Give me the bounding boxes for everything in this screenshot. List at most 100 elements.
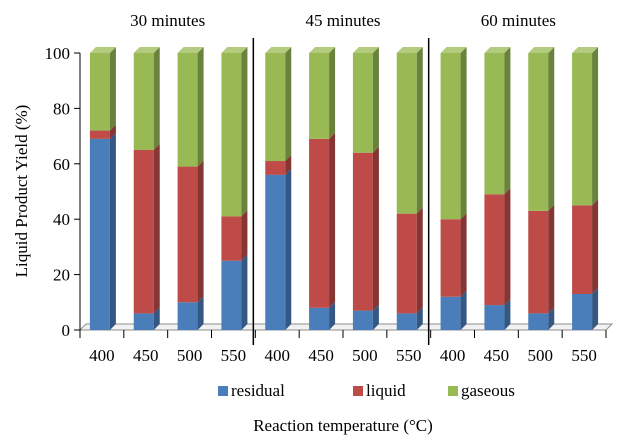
legend-swatch (353, 386, 363, 396)
group-label: 60 minutes (481, 11, 556, 30)
bar-column (528, 47, 555, 330)
bar-top (221, 47, 248, 53)
x-axis-title: Reaction temperature (°C) (253, 416, 433, 435)
bar-side (329, 47, 336, 139)
bar-segment-residual (221, 254, 248, 330)
y-tick-label: 0 (62, 321, 71, 340)
x-tick-label: 550 (571, 346, 597, 365)
bar-segment-liquid (133, 143, 160, 314)
bar-side (197, 160, 204, 303)
bars-layer (89, 47, 599, 330)
x-tick-label: 450 (308, 346, 334, 365)
bar-front (440, 296, 461, 330)
bar-front (528, 53, 549, 211)
bar-top (440, 47, 467, 53)
bar-front (396, 53, 417, 214)
bar-side (504, 47, 511, 195)
bar-segment-liquid (528, 204, 555, 314)
bar-top (133, 47, 160, 53)
bar-column (352, 47, 379, 330)
bar-segment-residual (133, 307, 160, 330)
legend-swatch (218, 386, 228, 396)
bar-side (460, 213, 467, 297)
bar-segment-liquid (484, 188, 511, 306)
y-tick-label: 60 (53, 155, 70, 174)
legend-item-residual: residual (218, 381, 285, 400)
legend: residual liquid gaseous (218, 381, 515, 400)
bar-segment-liquid (221, 210, 248, 261)
bar-segment-gaseous (352, 47, 379, 153)
bar-side (372, 146, 379, 311)
x-tick-label: 400 (89, 346, 115, 365)
bar-side (329, 301, 336, 330)
bar-segment-gaseous (440, 47, 467, 220)
bar-side (548, 307, 555, 330)
bar-side (285, 47, 292, 162)
y-tick-label: 80 (53, 99, 70, 118)
bar-front (396, 313, 417, 330)
bar-front (89, 53, 110, 131)
bar-front (221, 216, 242, 261)
bar-segment-residual (572, 287, 599, 330)
bar-side (153, 143, 160, 314)
bar-side (592, 47, 599, 206)
x-tick-label: 400 (440, 346, 466, 365)
bar-side (109, 132, 116, 330)
bar-segment-residual (352, 304, 379, 330)
bar-side (153, 307, 160, 330)
bar-segment-liquid (309, 132, 336, 308)
bar-front (133, 53, 154, 150)
group-label: 45 minutes (305, 11, 380, 30)
bar-segment-residual (177, 296, 204, 330)
bar-side (504, 188, 511, 306)
y-tick-label: 20 (53, 266, 70, 285)
bar-front (352, 152, 373, 311)
bar-front (396, 213, 417, 314)
x-tick-label: 500 (352, 346, 378, 365)
bar-front (265, 174, 286, 330)
bar-front (572, 205, 593, 294)
bar-side (548, 47, 555, 211)
bar-top (309, 47, 336, 53)
bar-front (484, 194, 505, 306)
bar-front (221, 53, 242, 217)
bar-front (572, 53, 593, 206)
bar-side (592, 287, 599, 330)
bar-front (221, 260, 242, 330)
bar-column (396, 47, 423, 330)
group-dividers (252, 38, 430, 345)
bar-segment-gaseous (572, 47, 599, 206)
bar-side (460, 290, 467, 330)
bar-segment-residual (309, 301, 336, 330)
x-tick-label: 500 (177, 346, 203, 365)
bar-side (241, 210, 248, 261)
bar-side (241, 47, 248, 217)
x-tick-label: 500 (528, 346, 554, 365)
bar-segment-residual (440, 290, 467, 330)
bar-side (460, 47, 467, 220)
bar-segment-gaseous (177, 47, 204, 167)
bar-column (89, 47, 116, 330)
bar-front (265, 161, 286, 175)
bar-segment-liquid (177, 160, 204, 303)
bar-segment-liquid (352, 146, 379, 311)
bar-side (592, 199, 599, 294)
legend-item-gaseous: gaseous (448, 381, 515, 400)
bar-front (177, 302, 198, 330)
bar-top (396, 47, 423, 53)
bar-front (309, 53, 330, 139)
bar-front (440, 53, 461, 220)
bar-side (109, 124, 116, 139)
group-labels: 30 minutes 45 minutes 60 minutes (130, 11, 556, 30)
bar-top (572, 47, 599, 53)
x-tick-label: 550 (396, 346, 422, 365)
bar-segment-residual (265, 168, 292, 330)
bar-side (504, 299, 511, 330)
bar-front (177, 166, 198, 303)
bar-column (221, 47, 248, 330)
bar-side (153, 47, 160, 150)
bar-segment-gaseous (221, 47, 248, 217)
y-tick-label: 100 (45, 44, 71, 63)
x-tick-label: 400 (265, 346, 291, 365)
